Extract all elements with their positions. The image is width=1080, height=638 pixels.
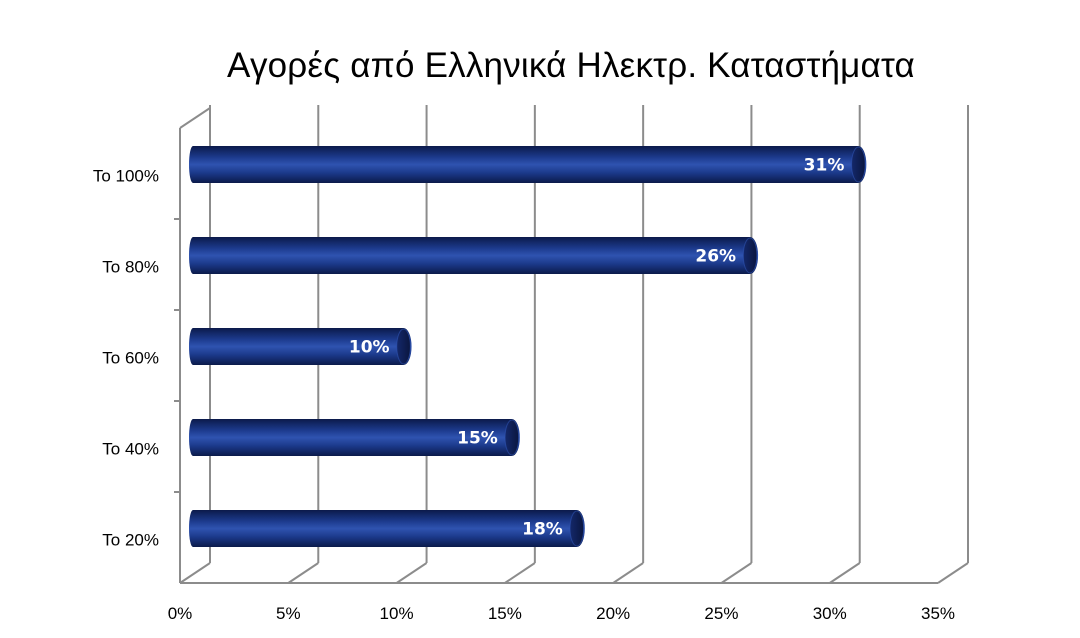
data-label: 31% xyxy=(804,156,845,176)
y-tick-label: Το 60% xyxy=(102,349,159,368)
bars xyxy=(189,146,867,547)
bar-cap xyxy=(742,237,758,274)
x-tick-label: 5% xyxy=(276,604,301,623)
bar-cap xyxy=(569,510,585,547)
data-label: 10% xyxy=(349,338,390,358)
data-label: 15% xyxy=(457,429,498,449)
chart-title: Αγορές από Ελληνικά Ηλεκτρ. Καταστήματα xyxy=(227,46,915,85)
y-axis-top-connector xyxy=(179,107,211,129)
floor-gridline xyxy=(179,562,211,584)
y-tick-label: Το 20% xyxy=(102,531,159,550)
x-tick-label: 0% xyxy=(168,604,193,623)
floor-gridline xyxy=(829,562,861,584)
y-tick-label: Το 80% xyxy=(102,258,159,277)
bar xyxy=(189,510,585,547)
floor-gridline xyxy=(396,562,428,584)
y-tick-label: Το 100% xyxy=(93,167,159,186)
bar xyxy=(189,237,759,274)
floor-gridline xyxy=(287,562,319,584)
x-tick-label: 35% xyxy=(921,604,955,623)
data-label: 26% xyxy=(695,247,736,267)
x-tick-label: 10% xyxy=(380,604,414,623)
bar-cap xyxy=(851,146,866,183)
x-tick-label: 25% xyxy=(704,604,738,623)
x-tick-label: 20% xyxy=(596,604,630,623)
floor-gridline xyxy=(937,562,969,584)
x-tick-label: 15% xyxy=(488,604,522,623)
data-label: 18% xyxy=(522,520,563,540)
floor-gridline xyxy=(612,562,644,584)
axes xyxy=(174,107,938,584)
bar xyxy=(189,419,520,456)
bar-cap xyxy=(396,328,411,365)
labels: 0% 5% 10% 15% 20% 25% 30% 35% 31% Το 100% 26% Το 80… xyxy=(93,156,955,624)
bar-cap xyxy=(504,419,520,456)
bar xyxy=(189,328,412,366)
floor-gridline xyxy=(504,562,536,584)
x-tick-label: 30% xyxy=(813,604,847,623)
y-tick-label: Το 40% xyxy=(102,440,159,459)
floor-gridline xyxy=(720,562,752,584)
bar xyxy=(189,146,867,183)
